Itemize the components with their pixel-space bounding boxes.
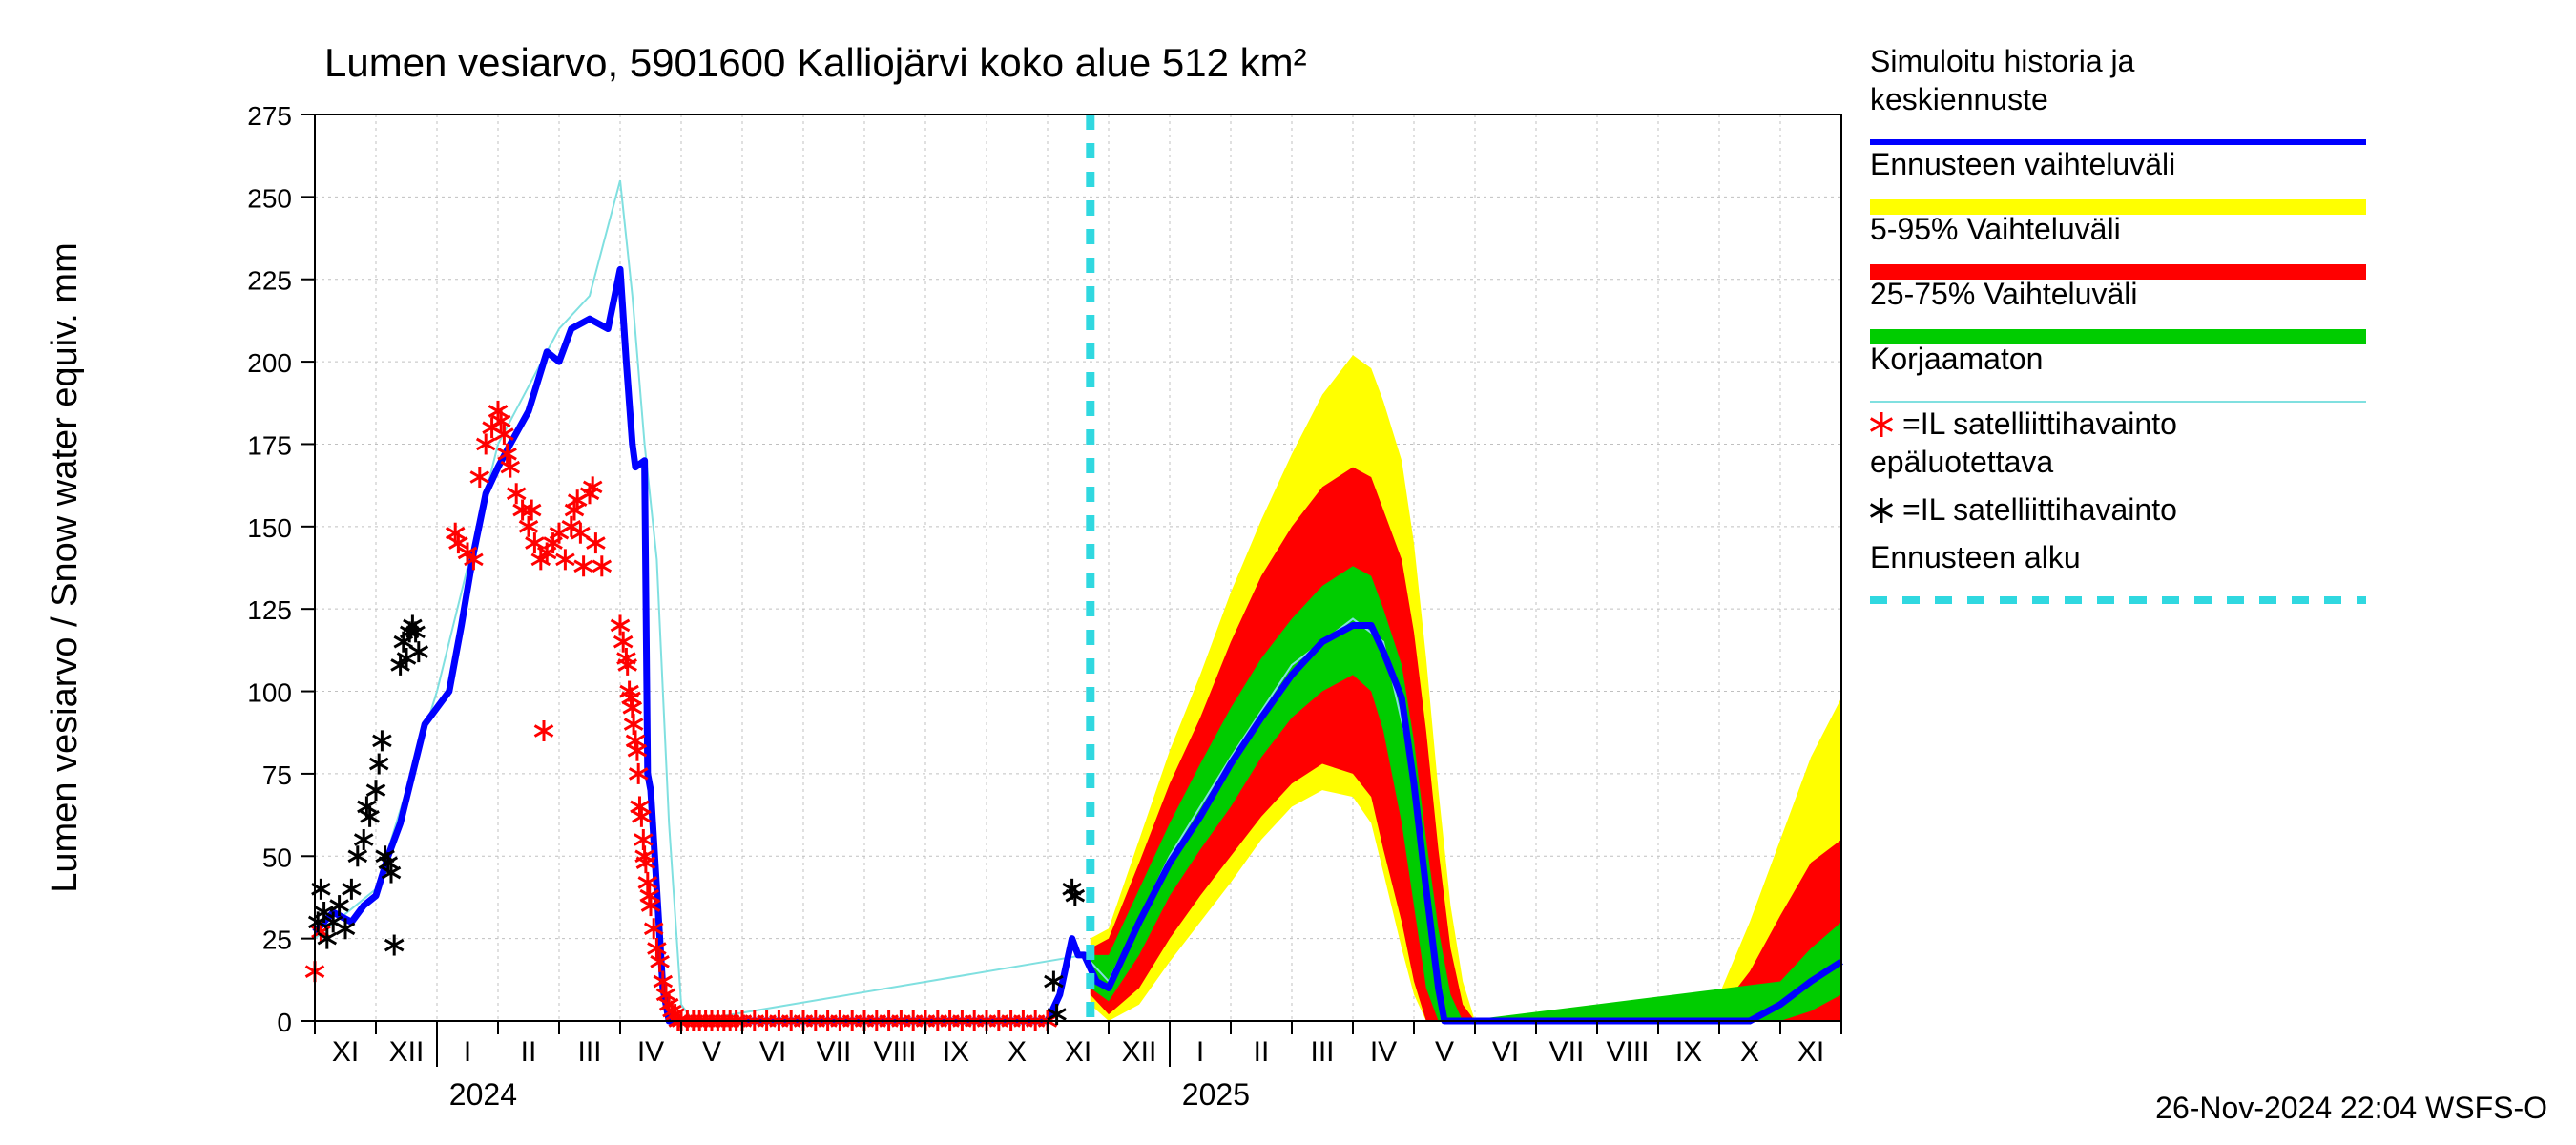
legend-label: =IL satelliittihavainto: [1902, 406, 2177, 441]
footer-timestamp: 26-Nov-2024 22:04 WSFS-O: [2155, 1091, 2547, 1125]
x-tick-label: X: [1740, 1036, 1759, 1068]
legend-label: 5-95% Vaihteluväli: [1870, 212, 2121, 246]
y-tick-label: 25: [262, 926, 292, 955]
x-tick-label: IX: [943, 1036, 969, 1068]
y-axis-label: Lumen vesiarvo / Snow water equiv. mm: [45, 242, 85, 892]
x-tick-label: II: [1254, 1036, 1270, 1068]
legend-label: Ennusteen alku: [1870, 540, 2081, 574]
year-label: 2025: [1182, 1077, 1250, 1112]
x-tick-label: III: [1310, 1036, 1334, 1068]
legend-label: Ennusteen vaihteluväli: [1870, 147, 2175, 181]
y-tick-label: 250: [247, 183, 292, 213]
y-tick-label: 100: [247, 678, 292, 708]
x-tick-label: XII: [389, 1036, 425, 1068]
x-tick-label: XII: [1122, 1036, 1157, 1068]
legend-label: =IL satelliittihavainto: [1902, 492, 2177, 527]
year-label: 2024: [449, 1077, 517, 1112]
y-tick-label: 125: [247, 595, 292, 625]
chart-title: Lumen vesiarvo, 5901600 Kalliojärvi koko…: [324, 40, 1307, 85]
x-tick-label: VII: [1549, 1036, 1585, 1068]
y-tick-label: 50: [262, 843, 292, 872]
x-tick-label: V: [702, 1036, 721, 1068]
x-tick-label: VIII: [1606, 1036, 1649, 1068]
x-tick-label: VIII: [873, 1036, 916, 1068]
y-tick-label: 0: [277, 1008, 292, 1037]
x-tick-label: IV: [637, 1036, 664, 1068]
chart-container: 0255075100125150175200225250275XIXIIIIII…: [0, 0, 2576, 1145]
x-tick-label: XI: [332, 1036, 359, 1068]
chart-svg: 0255075100125150175200225250275XIXIIIIII…: [0, 0, 2576, 1145]
y-tick-label: 225: [247, 266, 292, 296]
x-tick-label: VI: [759, 1036, 786, 1068]
legend-label: Korjaamaton: [1870, 342, 2043, 376]
x-tick-label: IX: [1675, 1036, 1702, 1068]
x-tick-label: V: [1435, 1036, 1454, 1068]
x-tick-label: XI: [1797, 1036, 1824, 1068]
y-tick-label: 200: [247, 348, 292, 378]
x-tick-label: I: [1196, 1036, 1204, 1068]
legend-label: epäluotettava: [1870, 445, 2053, 479]
x-tick-label: VI: [1492, 1036, 1519, 1068]
y-tick-label: 275: [247, 101, 292, 131]
x-tick-label: III: [577, 1036, 601, 1068]
legend-label: keskiennuste: [1870, 82, 2048, 116]
x-tick-label: I: [464, 1036, 471, 1068]
x-tick-label: IV: [1370, 1036, 1397, 1068]
y-tick-label: 175: [247, 430, 292, 460]
x-tick-label: VII: [817, 1036, 852, 1068]
y-tick-label: 75: [262, 760, 292, 790]
x-tick-label: XI: [1065, 1036, 1091, 1068]
y-tick-label: 150: [247, 513, 292, 543]
x-tick-label: X: [1008, 1036, 1027, 1068]
legend-label: Simuloitu historia ja: [1870, 44, 2135, 78]
x-tick-label: II: [521, 1036, 537, 1068]
legend-label: 25-75% Vaihteluväli: [1870, 277, 2137, 311]
